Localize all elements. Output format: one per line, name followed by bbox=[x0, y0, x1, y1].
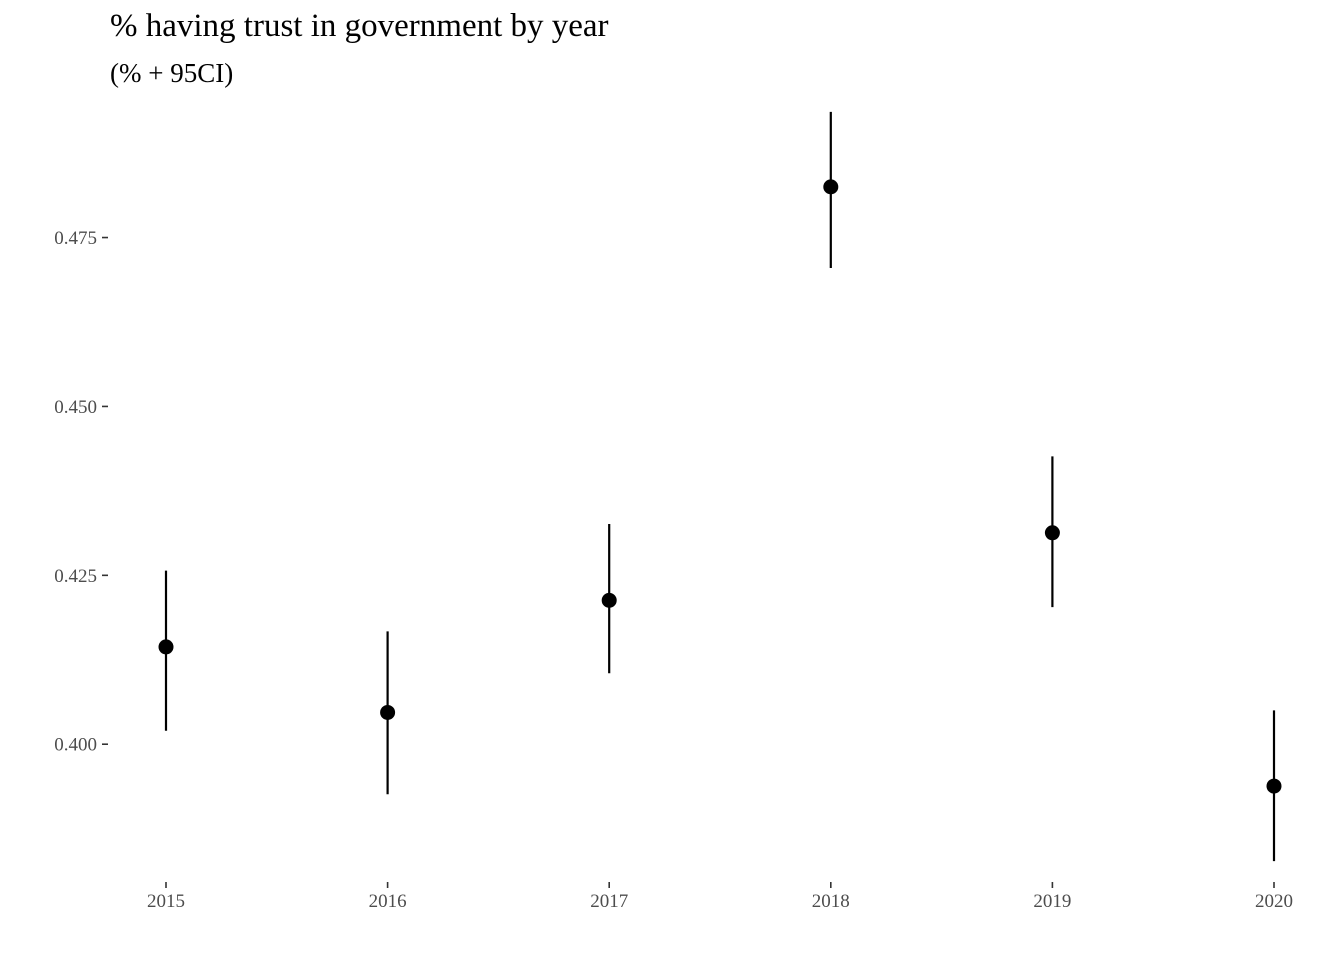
y-tick-label: 0.425 bbox=[54, 566, 97, 587]
y-tick-label: 0.450 bbox=[54, 397, 97, 418]
data-point-2016 bbox=[380, 704, 396, 720]
x-tick-label: 2020 bbox=[1255, 891, 1293, 912]
y-tick-label: 0.400 bbox=[54, 735, 97, 756]
x-tick-label: 2018 bbox=[812, 891, 850, 912]
error-bars bbox=[164, 111, 1276, 862]
data-points bbox=[158, 179, 1282, 794]
chart-subtitle: (% + 95CI) bbox=[110, 58, 234, 88]
data-point-2020 bbox=[1266, 778, 1282, 794]
y-tick-label: 0.475 bbox=[54, 228, 97, 249]
data-point-2019 bbox=[1044, 525, 1060, 541]
chart-title: % having trust in government by year bbox=[110, 8, 609, 44]
data-point-2015 bbox=[158, 639, 174, 655]
x-tick-label: 2019 bbox=[1033, 891, 1071, 912]
y-axis: 0.400 0.425 0.450 0.475 bbox=[54, 228, 108, 756]
data-point-2018 bbox=[823, 179, 839, 195]
x-tick-label: 2016 bbox=[369, 891, 407, 912]
x-tick-label: 2015 bbox=[147, 891, 185, 912]
x-axis: 2015 2016 2017 2018 2019 2020 bbox=[147, 882, 1293, 912]
x-tick-label: 2017 bbox=[590, 891, 628, 912]
data-point-2017 bbox=[601, 592, 617, 608]
